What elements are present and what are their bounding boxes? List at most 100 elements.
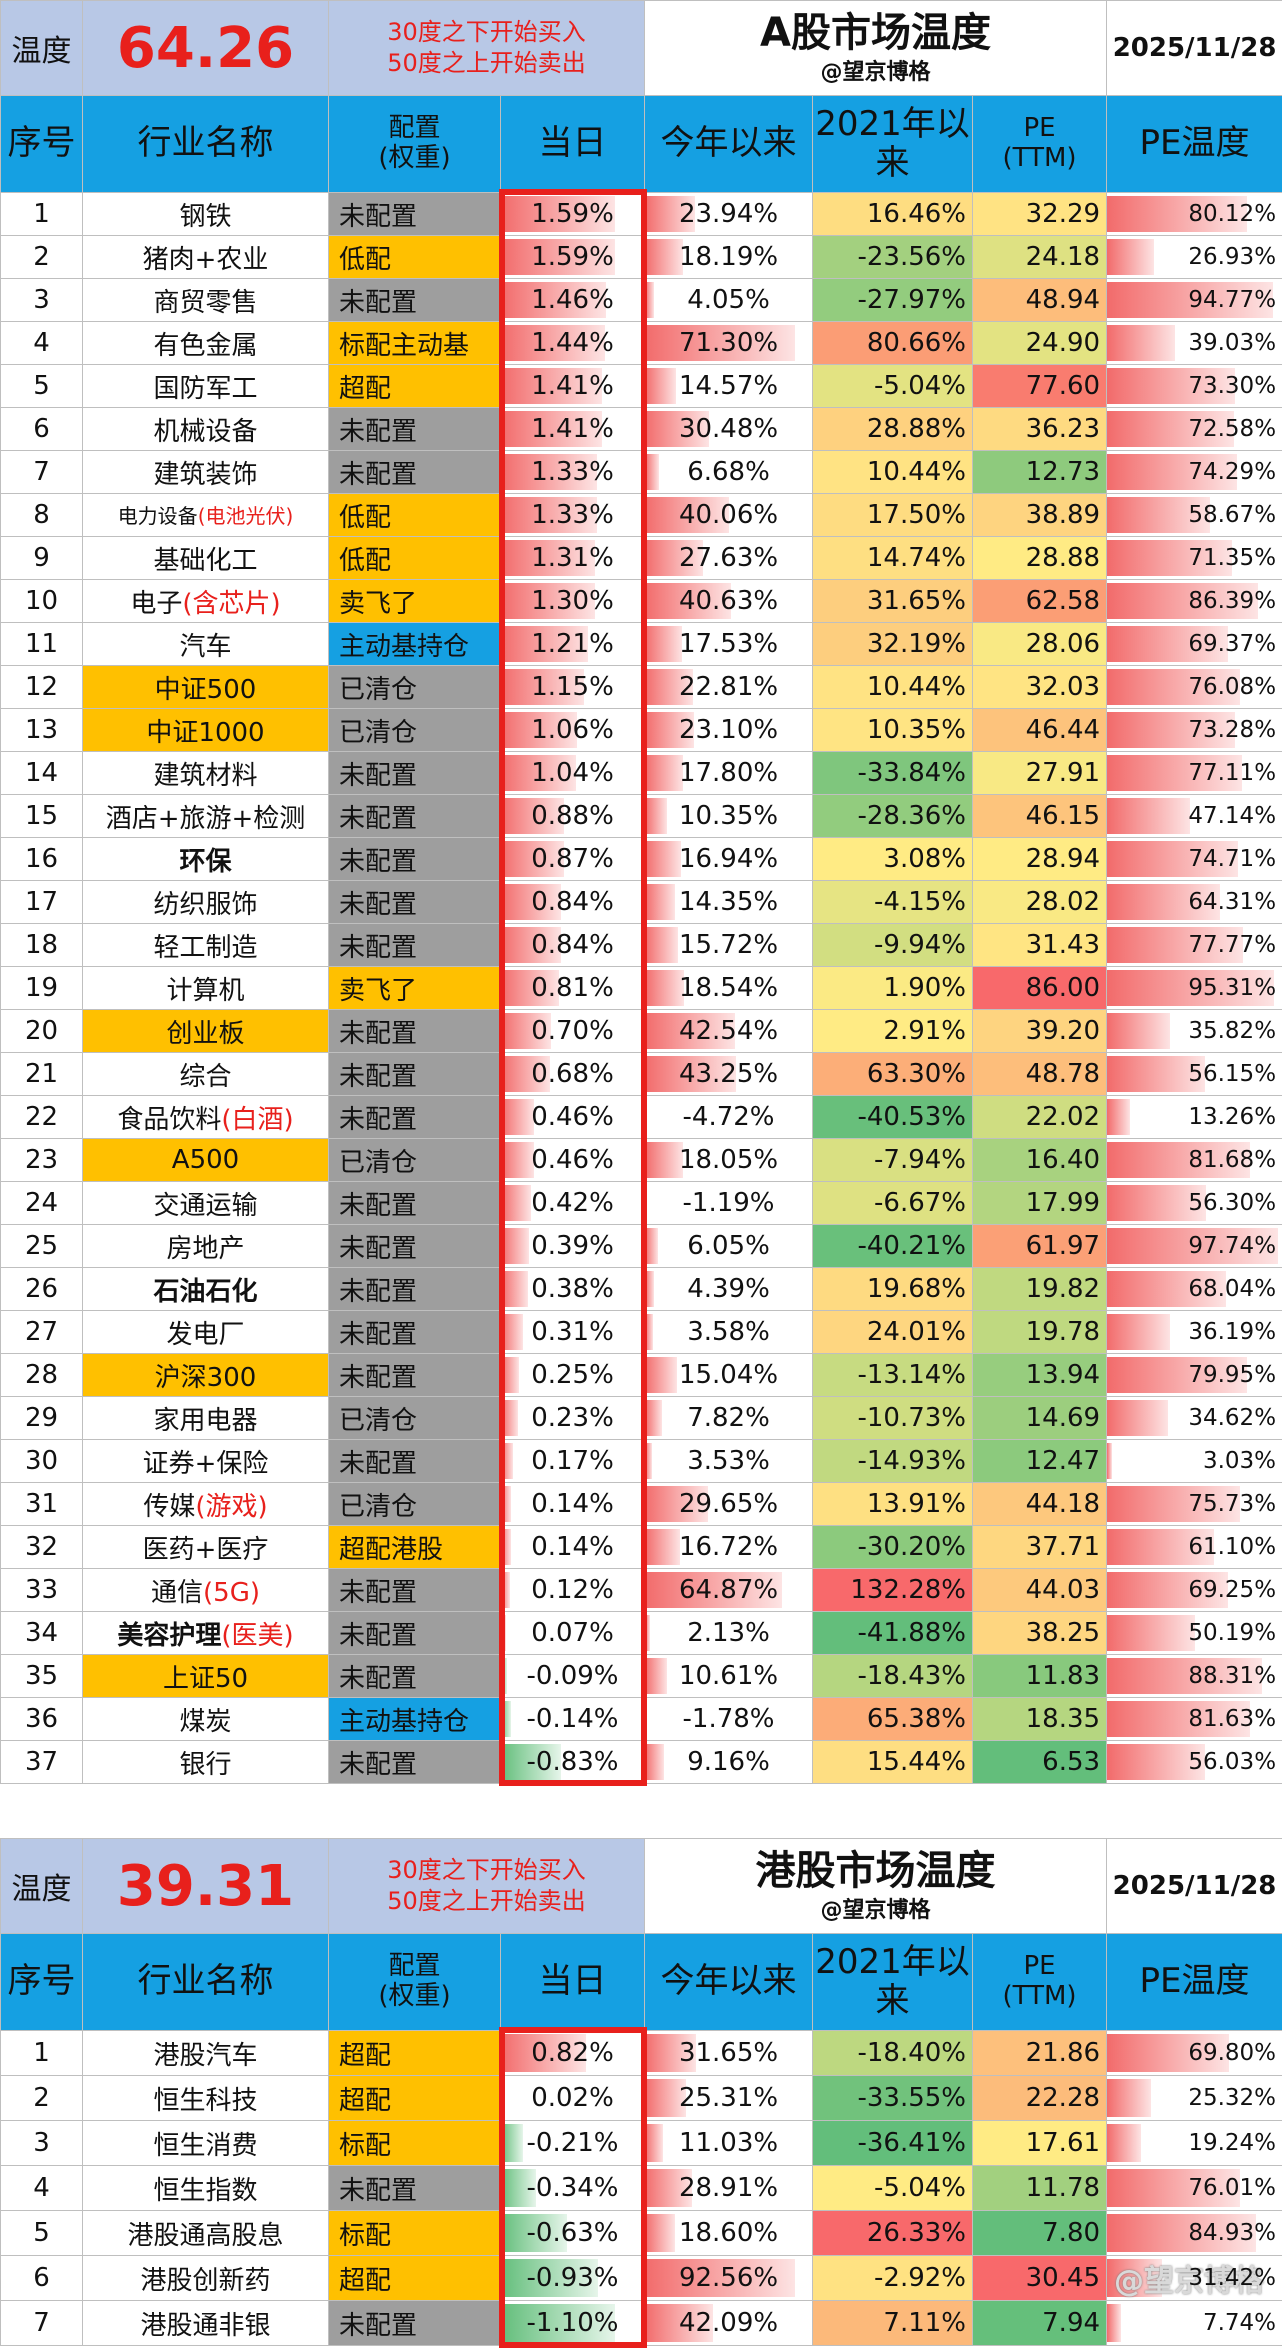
pe-temperature: 76.01% bbox=[1107, 2166, 1282, 2211]
row-index: 14 bbox=[1, 752, 83, 795]
pe-temperature-bar bbox=[1107, 239, 1154, 275]
daily-change-value: 0.70% bbox=[531, 1016, 614, 1046]
daily-change: -0.21% bbox=[501, 2121, 645, 2166]
pe-temperature: 73.28% bbox=[1107, 709, 1282, 752]
ytd-change-bar bbox=[645, 884, 675, 920]
since-2021-change: 10.35% bbox=[813, 709, 973, 752]
pe-temperature: 19.24% bbox=[1107, 2121, 1282, 2166]
since-2021-change: 1.90% bbox=[813, 967, 973, 1010]
allocation-status: 未配置 bbox=[329, 1053, 501, 1096]
pe-temperature-value: 69.37% bbox=[1188, 631, 1276, 657]
allocation-status: 卖飞了 bbox=[329, 580, 501, 623]
col-since2021-header: 2021年以来 bbox=[813, 96, 973, 193]
ytd-change-value: 4.39% bbox=[687, 1274, 770, 1304]
pe-temperature-value: 81.68% bbox=[1188, 1147, 1276, 1173]
pe-temperature: 64.31% bbox=[1107, 881, 1282, 924]
pe-temperature-value: 73.30% bbox=[1188, 373, 1276, 399]
row-index: 10 bbox=[1, 580, 83, 623]
pe-ttm: 39.20 bbox=[973, 1010, 1107, 1053]
ytd-change: 30.48% bbox=[645, 408, 813, 451]
daily-change-value: 0.84% bbox=[531, 930, 614, 960]
daily-change: -0.14% bbox=[501, 1698, 645, 1741]
pe-temperature-value: 97.74% bbox=[1188, 1233, 1276, 1259]
industry-name: 交通运输 bbox=[83, 1182, 329, 1225]
industry-name: 恒生消费 bbox=[83, 2121, 329, 2166]
daily-change: 1.06% bbox=[501, 709, 645, 752]
ytd-change-bar bbox=[645, 2214, 675, 2252]
ytd-change-bar bbox=[645, 1744, 664, 1780]
ytd-change: 17.53% bbox=[645, 623, 813, 666]
allocation-status: 低配 bbox=[329, 494, 501, 537]
since-2021-change: 28.88% bbox=[813, 408, 973, 451]
col-pe-temp-header-line: PE温度 bbox=[1107, 1962, 1282, 2001]
ytd-change: 6.05% bbox=[645, 1225, 813, 1268]
allocation-status: 未配置 bbox=[329, 1569, 501, 1612]
since-2021-change: 32.19% bbox=[813, 623, 973, 666]
daily-change: 1.31% bbox=[501, 537, 645, 580]
row-index: 5 bbox=[1, 2211, 83, 2256]
since-2021-change: -10.73% bbox=[813, 1397, 973, 1440]
daily-change-value: 0.17% bbox=[531, 1446, 614, 1476]
allocation-status: 未配置 bbox=[329, 795, 501, 838]
industry-name: 美容护理(医美) bbox=[83, 1612, 329, 1655]
daily-change: 1.41% bbox=[501, 365, 645, 408]
row-index: 31 bbox=[1, 1483, 83, 1526]
ytd-change: 14.35% bbox=[645, 881, 813, 924]
daily-change-value: 0.14% bbox=[531, 1489, 614, 1519]
pe-temperature: 61.10% bbox=[1107, 1526, 1282, 1569]
pe-ttm: 44.03 bbox=[973, 1569, 1107, 1612]
daily-change: 1.44% bbox=[501, 322, 645, 365]
daily-change-bar bbox=[501, 1271, 528, 1307]
ytd-change-value: 18.54% bbox=[679, 973, 778, 1003]
col-name-header-line: 行业名称 bbox=[83, 1962, 328, 2001]
industry-name: 传媒(游戏) bbox=[83, 1483, 329, 1526]
daily-change-bar bbox=[501, 1529, 511, 1565]
pe-temperature-value: 69.25% bbox=[1188, 1577, 1276, 1603]
industry-name: 汽车 bbox=[83, 623, 329, 666]
col-since2021-header-line: 来 bbox=[813, 144, 972, 183]
industry-name: 电力设备(电池光伏) bbox=[83, 494, 329, 537]
pe-ttm: 7.94 bbox=[973, 2301, 1107, 2346]
pe-temperature: 31.42% bbox=[1107, 2256, 1282, 2301]
pe-temperature-value: 81.63% bbox=[1188, 1706, 1276, 1732]
industry-name-text: 港股通高股息 bbox=[127, 2221, 283, 2251]
pe-temperature-bar bbox=[1107, 1400, 1168, 1436]
allocation-status: 低配 bbox=[329, 236, 501, 279]
daily-change-value: -0.34% bbox=[527, 2173, 619, 2203]
daily-change-bar bbox=[501, 1142, 534, 1178]
pe-ttm: 46.44 bbox=[973, 709, 1107, 752]
allocation-status: 未配置 bbox=[329, 924, 501, 967]
daily-change-value: 1.04% bbox=[531, 758, 614, 788]
daily-change-value: 1.31% bbox=[531, 543, 614, 573]
allocation-status: 未配置 bbox=[329, 279, 501, 322]
ytd-change-bar bbox=[645, 1228, 658, 1264]
ytd-change: 14.57% bbox=[645, 365, 813, 408]
row-index: 18 bbox=[1, 924, 83, 967]
allocation-status: 未配置 bbox=[329, 1225, 501, 1268]
industry-name: 上证50 bbox=[83, 1655, 329, 1698]
since-2021-change: -33.84% bbox=[813, 752, 973, 795]
since-2021-change: -6.67% bbox=[813, 1182, 973, 1225]
col-ytd-header-line: 今年以来 bbox=[645, 124, 812, 163]
since-2021-change: -14.93% bbox=[813, 1440, 973, 1483]
col-since2021-header: 2021年以来 bbox=[813, 1934, 973, 2031]
col-config-header-line: 配置 bbox=[329, 114, 500, 144]
col-ytd-header-line: 今年以来 bbox=[645, 1962, 812, 2001]
daily-change: -0.93% bbox=[501, 2256, 645, 2301]
daily-change: 1.30% bbox=[501, 580, 645, 623]
daily-change: 0.46% bbox=[501, 1096, 645, 1139]
ytd-change-value: 42.54% bbox=[679, 1016, 778, 1046]
col-daily-header: 当日 bbox=[501, 96, 645, 193]
row-index: 4 bbox=[1, 322, 83, 365]
ytd-change-value: 43.25% bbox=[679, 1059, 778, 1089]
pe-temperature-bar bbox=[1107, 2079, 1151, 2117]
pe-temperature-bar bbox=[1107, 2124, 1141, 2162]
